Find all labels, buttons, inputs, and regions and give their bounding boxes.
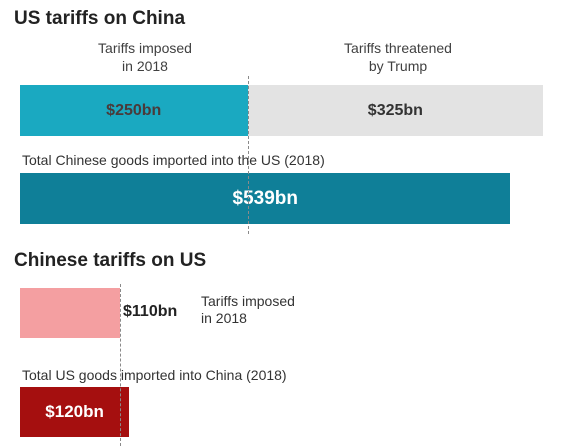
cn-section-title: Chinese tariffs on US bbox=[14, 250, 207, 271]
us-section-title: US tariffs on China bbox=[14, 8, 186, 29]
cn-imposed-value-label: $110bn bbox=[123, 303, 178, 320]
us-imposed-label-line1: Tariffs imposed bbox=[98, 40, 192, 56]
cn-imposed-bar bbox=[20, 288, 121, 338]
us-threatened-column-label: Tariffs threatened by Trump bbox=[313, 39, 483, 75]
us-divider-line bbox=[247, 76, 249, 234]
cn-imposed-label: Tariffs imposed in 2018 bbox=[201, 293, 295, 327]
us-imposed-value-label: $250bn bbox=[106, 101, 162, 119]
cn-imposed-label-line2: in 2018 bbox=[201, 310, 247, 326]
cn-divider-line bbox=[120, 284, 122, 446]
us-imposed-bar: $250bn bbox=[20, 85, 248, 136]
us-imposed-label-line2: in 2018 bbox=[122, 58, 168, 74]
us-threatened-label-line2: by Trump bbox=[368, 58, 428, 74]
us-total-bar: $539bn bbox=[20, 173, 511, 224]
us-total-value-label: $539bn bbox=[232, 187, 298, 209]
us-imposed-column-label: Tariffs imposed in 2018 bbox=[60, 39, 230, 75]
cn-total-bar: $120bn bbox=[20, 387, 130, 437]
us-total-caption: Total Chinese goods imported into the US… bbox=[22, 152, 325, 168]
cn-total-value-label: $120bn bbox=[45, 402, 104, 421]
us-threatened-label-line1: Tariffs threatened bbox=[344, 40, 452, 56]
cn-total-caption: Total US goods imported into China (2018… bbox=[22, 367, 287, 383]
us-threatened-value-label: $325bn bbox=[367, 101, 423, 119]
cn-imposed-label-line1: Tariffs imposed bbox=[201, 293, 295, 309]
us-threatened-bar: $325bn bbox=[247, 85, 544, 136]
